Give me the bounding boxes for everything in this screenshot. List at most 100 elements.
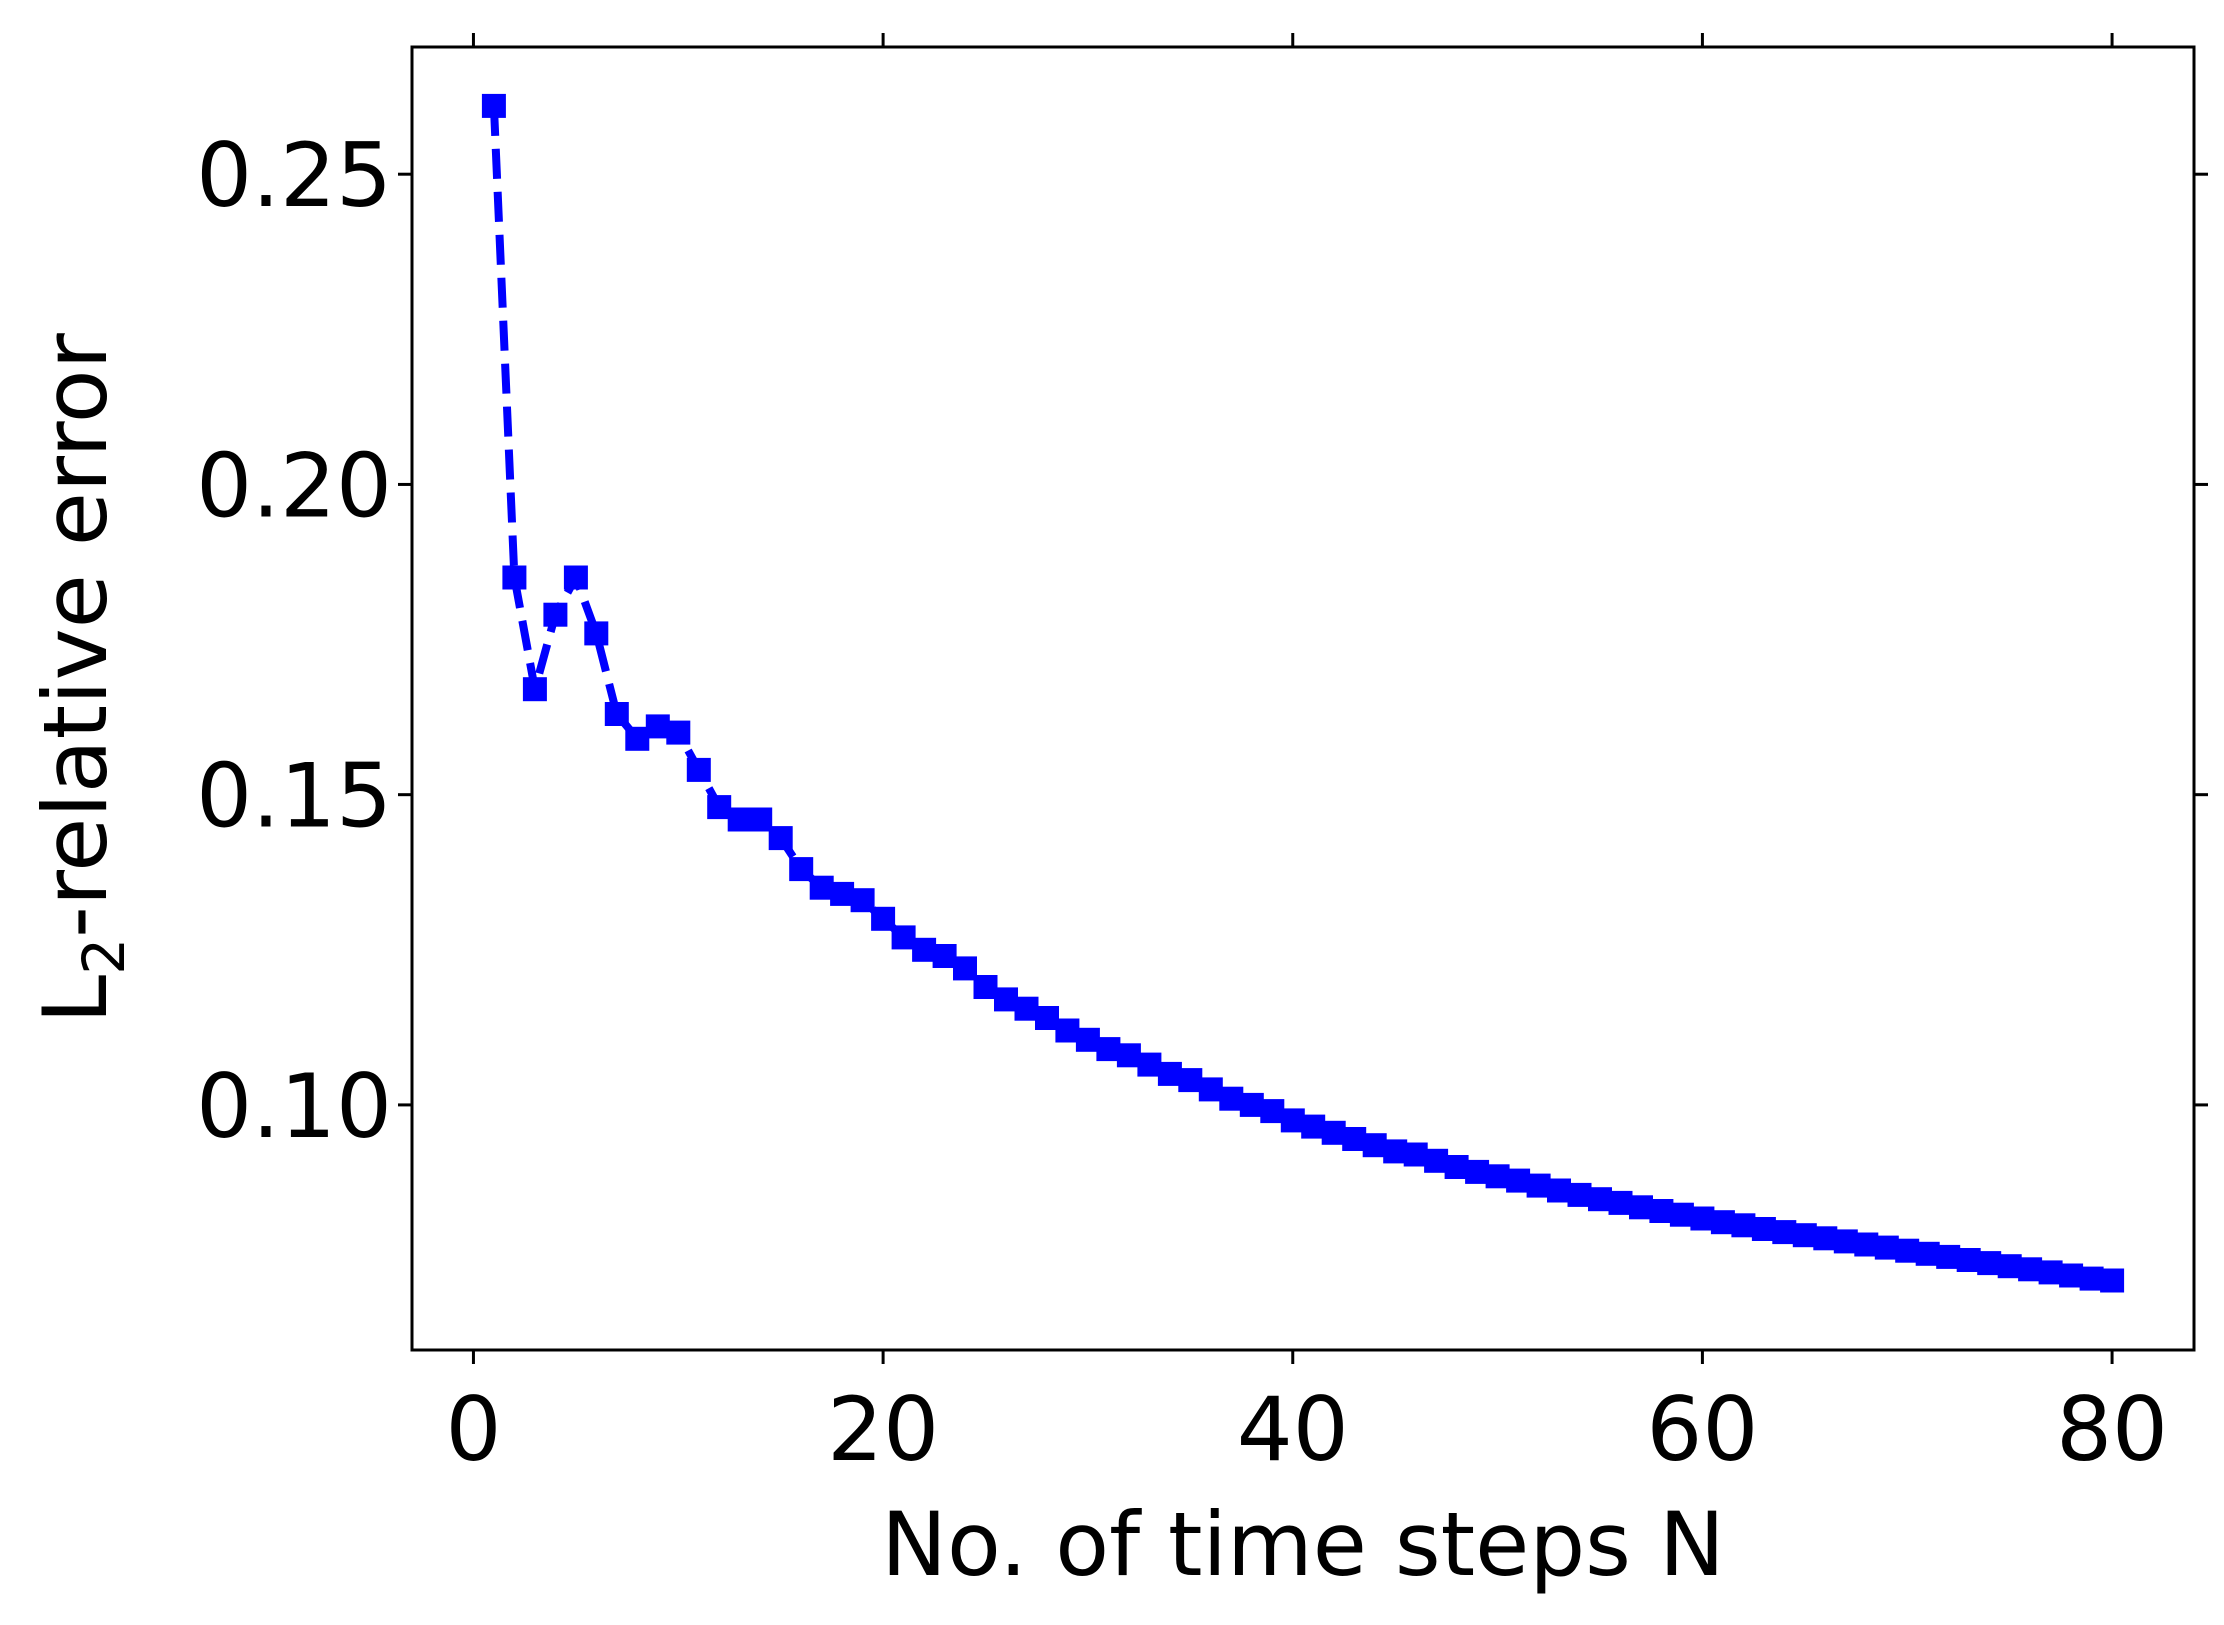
data-point-marker bbox=[543, 602, 568, 627]
plot-frame bbox=[410, 45, 2196, 1352]
data-point-marker bbox=[625, 726, 650, 751]
data-point-marker bbox=[645, 714, 670, 739]
data-point-marker bbox=[809, 875, 834, 900]
data-point-marker bbox=[871, 906, 896, 931]
data-point-marker bbox=[1485, 1164, 1510, 1189]
data-point-marker bbox=[707, 795, 732, 820]
y-tick-label: 0.10 bbox=[196, 1055, 392, 1158]
data-point-marker bbox=[1936, 1244, 1961, 1269]
y-axis-label: L2-relative error bbox=[24, 332, 138, 1023]
data-point-marker bbox=[1915, 1241, 1940, 1266]
x-tick-label: 80 bbox=[2056, 1378, 2168, 1481]
data-point-marker bbox=[1075, 1027, 1100, 1052]
data-point-marker bbox=[891, 925, 916, 950]
data-point-marker bbox=[1751, 1217, 1776, 1241]
data-point-marker bbox=[2100, 1268, 2125, 1293]
data-point-marker bbox=[830, 881, 855, 906]
data-point-marker bbox=[727, 807, 752, 832]
data-point-marker bbox=[1260, 1099, 1285, 1124]
data-point-marker bbox=[686, 757, 711, 782]
data-point-marker bbox=[1547, 1178, 1571, 1203]
data-point-marker bbox=[1342, 1127, 1367, 1151]
data-point-marker bbox=[1506, 1168, 1531, 1193]
data-point-marker bbox=[1280, 1108, 1305, 1133]
x-tick-label: 40 bbox=[1237, 1378, 1349, 1481]
data-point-marker bbox=[2079, 1266, 2104, 1291]
data-point-marker bbox=[1055, 1018, 1080, 1043]
data-point-marker bbox=[1096, 1037, 1121, 1062]
x-tick-label: 0 bbox=[445, 1378, 501, 1481]
data-point-marker bbox=[666, 720, 691, 745]
data-point-marker bbox=[522, 677, 547, 702]
data-point-marker bbox=[1157, 1061, 1182, 1086]
data-point-marker bbox=[1608, 1190, 1633, 1215]
data-point-marker bbox=[1239, 1092, 1264, 1117]
data-point-marker bbox=[1526, 1173, 1551, 1198]
data-point-marker bbox=[2018, 1257, 2043, 1282]
y-axis-label-subscript: 2 bbox=[70, 938, 138, 975]
y-tick-label: 0.25 bbox=[196, 124, 392, 227]
y-tick-label: 0.20 bbox=[196, 434, 392, 537]
data-point-marker bbox=[1383, 1139, 1408, 1164]
data-point-marker bbox=[1772, 1220, 1797, 1245]
data-point-marker bbox=[850, 888, 875, 913]
data-point-marker bbox=[1444, 1155, 1469, 1179]
data-point-marker bbox=[1997, 1254, 2022, 1279]
data-point-marker bbox=[1710, 1210, 1735, 1235]
data-point-marker bbox=[1833, 1229, 1858, 1254]
x-tick-label: 20 bbox=[827, 1378, 939, 1481]
data-series bbox=[481, 93, 2125, 1293]
y-axis-label-rest: -relative error bbox=[24, 332, 127, 938]
data-point-marker bbox=[1956, 1248, 1981, 1272]
data-point-marker bbox=[1198, 1077, 1223, 1102]
data-point-marker bbox=[1321, 1120, 1346, 1145]
data-point-marker bbox=[502, 565, 527, 590]
x-axis-label: No. of time steps N bbox=[881, 1493, 1725, 1596]
data-point-marker bbox=[748, 807, 773, 832]
y-axis-label-main: L bbox=[24, 975, 127, 1024]
data-point-marker bbox=[932, 944, 957, 968]
data-point-marker bbox=[1649, 1199, 1674, 1223]
data-point-marker bbox=[1895, 1238, 1920, 1263]
data-point-marker bbox=[1629, 1195, 1653, 1220]
data-point-marker bbox=[1690, 1206, 1715, 1231]
data-point-marker bbox=[1588, 1187, 1612, 1212]
data-point-marker bbox=[1219, 1086, 1244, 1111]
axis-ticks bbox=[398, 33, 2208, 1364]
data-point-marker bbox=[1403, 1142, 1428, 1167]
data-point-marker bbox=[1669, 1202, 1694, 1227]
series-line bbox=[489, 105, 2113, 1285]
data-point-marker bbox=[1178, 1068, 1203, 1093]
data-point-marker bbox=[1813, 1226, 1838, 1251]
data-point-marker bbox=[481, 93, 506, 118]
data-point-marker bbox=[912, 937, 937, 962]
data-point-marker bbox=[768, 826, 793, 851]
data-point-marker bbox=[1116, 1043, 1141, 1068]
data-point-marker bbox=[1424, 1148, 1449, 1173]
data-point-marker bbox=[1977, 1251, 2002, 1276]
data-point-marker bbox=[1301, 1114, 1326, 1139]
data-point-marker bbox=[953, 956, 977, 981]
data-point-marker bbox=[2038, 1260, 2063, 1285]
data-point-marker bbox=[1014, 996, 1039, 1021]
data-point-marker bbox=[604, 702, 629, 726]
data-point-marker bbox=[2059, 1263, 2084, 1288]
data-point-marker bbox=[563, 565, 588, 590]
tick-labels: 0 20 40 60 80 0.10 0.15 0.20 0.25 bbox=[196, 124, 2168, 1481]
data-point-marker bbox=[1035, 1006, 1059, 1030]
data-point-marker bbox=[1465, 1159, 1490, 1184]
data-point-marker bbox=[1731, 1213, 1756, 1238]
y-tick-label: 0.15 bbox=[196, 745, 392, 848]
data-point-marker bbox=[1792, 1223, 1817, 1248]
data-point-marker bbox=[994, 987, 1018, 1012]
data-point-marker bbox=[1874, 1235, 1899, 1260]
data-point-marker bbox=[789, 857, 814, 882]
data-point-marker bbox=[1137, 1052, 1162, 1077]
data-point-marker bbox=[1854, 1232, 1879, 1257]
data-point-marker bbox=[1567, 1182, 1592, 1207]
data-point-marker bbox=[1362, 1133, 1387, 1158]
data-point-marker bbox=[584, 621, 609, 646]
x-tick-label: 60 bbox=[1646, 1378, 1758, 1481]
data-point-marker bbox=[973, 975, 998, 999]
